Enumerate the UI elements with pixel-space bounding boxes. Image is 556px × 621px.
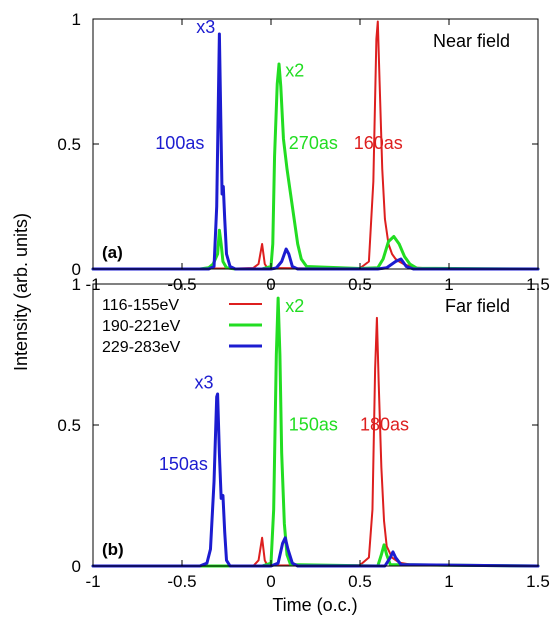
annotation-label: 270as (289, 133, 338, 153)
series-line-116-155eV (92, 316, 539, 567)
y-tick-label: 0 (72, 260, 81, 279)
x-tick-label: -1 (85, 572, 100, 591)
x-axis-label: Time (o.c.) (272, 595, 357, 615)
series-line-190-221eV (91, 296, 540, 568)
panel-title: Near field (433, 31, 510, 51)
annotation-label: 180as (360, 415, 409, 435)
x-tick-label: 1.5 (526, 572, 550, 591)
x-tick-label: 0.5 (348, 572, 372, 591)
y-tick-label: 1 (72, 275, 81, 294)
annotation-label: x3 (194, 372, 213, 392)
y-tick-label: 0.5 (57, 416, 81, 435)
y-tick-label: 0.5 (57, 135, 81, 154)
y-axis-label: Intensity (arb. units) (11, 213, 31, 371)
series-line-190-221eV (91, 62, 540, 271)
panel-b: -1 -0.5 0 0.5 1 1.5 0 0.5 1 Far field (b) x3 150as x2… (57, 275, 549, 591)
annotation-label: 150as (289, 415, 338, 435)
annotation-label: 160as (354, 133, 403, 153)
annotation-label: x3 (196, 17, 215, 37)
x-tick-label: 0 (266, 572, 275, 591)
x-tick-label: -0.5 (167, 572, 196, 591)
y-tick-label: 1 (72, 10, 81, 29)
panel-label: (a) (102, 243, 123, 262)
annotation-label: x2 (285, 61, 304, 81)
legend-label: 229-283eV (102, 339, 181, 356)
legend-label: 190-221eV (102, 318, 181, 335)
y-tick-label: 0 (72, 557, 81, 576)
annotation-label: 150as (159, 454, 208, 474)
annotation-label: 100as (155, 133, 204, 153)
x-tick-label: 1 (444, 572, 453, 591)
annotation-label: x2 (285, 296, 304, 316)
panel-title: Far field (445, 296, 510, 316)
panel-label: (b) (102, 540, 124, 559)
legend: 116-155eV 190-221eV 229-283eV (102, 297, 262, 356)
legend-label: 116-155eV (102, 297, 179, 314)
